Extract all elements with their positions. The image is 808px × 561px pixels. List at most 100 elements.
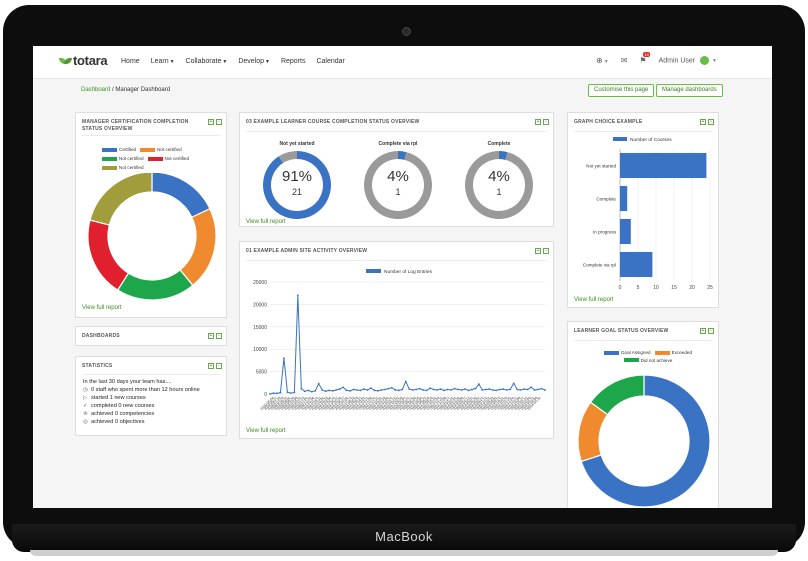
cert-legend: Certified Not certified Not certified Not c… — [102, 146, 212, 173]
completion-donut — [263, 151, 331, 219]
add-block-icon[interactable]: + — [208, 333, 214, 339]
bar — [620, 251, 653, 278]
donut-percent: 91% — [281, 168, 313, 185]
donut-count: 21 — [291, 187, 302, 197]
totara-logo[interactable]: totara — [59, 53, 108, 68]
data-point — [404, 380, 407, 383]
data-point — [366, 389, 369, 391]
legend-item: Certified — [102, 146, 136, 154]
legend-swatch — [654, 350, 670, 355]
y-tick-label: 20000 — [253, 302, 267, 308]
data-point — [453, 387, 456, 390]
collapse-block-icon[interactable]: - — [216, 333, 222, 339]
cert-status-block: Manager certification completion status … — [75, 112, 227, 318]
collapse-block-icon[interactable]: - — [708, 328, 714, 334]
data-point — [300, 387, 303, 390]
donut-count: 1 — [395, 187, 401, 197]
data-point — [425, 389, 428, 392]
legend-item: Goal Assigned — [603, 349, 651, 356]
data-point — [310, 390, 313, 393]
add-block-icon[interactable]: + — [700, 119, 706, 125]
legend-item: Not certified — [140, 146, 182, 154]
legend-item: Not certified — [102, 164, 144, 172]
nav-item-wrap[interactable]: Develop▼ — [238, 58, 270, 65]
nav-item[interactable]: Calendar — [316, 58, 345, 65]
completion-donut — [465, 151, 533, 219]
add-block-icon[interactable]: + — [700, 328, 706, 334]
play-icon: ▷ — [83, 395, 88, 401]
legend-label: Goal Assigned — [620, 350, 651, 355]
block-title: Learner goal status overview — [574, 328, 669, 334]
data-point — [429, 387, 432, 390]
collapse-block-icon[interactable]: - — [216, 363, 222, 369]
nav-item[interactable]: Collaborate — [185, 58, 222, 65]
bell-icon: ⚑ — [639, 56, 647, 65]
view-full-report-link[interactable]: View full report — [246, 219, 286, 225]
legend-swatch — [366, 269, 381, 273]
donut-slice — [87, 219, 130, 291]
data-point — [544, 389, 546, 391]
breadcrumb-dashboard[interactable]: Dashboard — [81, 87, 111, 93]
data-point — [317, 382, 320, 385]
add-block-icon[interactable]: + — [208, 363, 214, 369]
collapse-block-icon[interactable]: - — [543, 248, 549, 254]
manage-dashboards-button[interactable]: Manage dashboards — [656, 84, 723, 97]
nav-item[interactable]: Learn — [150, 58, 169, 65]
nav-item[interactable]: Home — [121, 58, 140, 65]
data-point — [537, 388, 539, 391]
check-circle-icon: ✓ — [83, 403, 88, 409]
divider — [246, 260, 547, 261]
data-point — [484, 388, 487, 391]
y-tick-label: 10000 — [253, 347, 267, 353]
nav-item[interactable]: Reports — [280, 58, 306, 65]
data-point — [505, 389, 508, 391]
view-full-report-link[interactable]: View full report — [246, 428, 286, 434]
nav-item-wrap[interactable]: Collaborate▼ — [186, 58, 228, 65]
user-menu[interactable]: Admin User ▼ — [659, 56, 717, 65]
collapse-block-icon[interactable]: - — [708, 119, 714, 125]
data-point — [491, 389, 494, 391]
breadcrumb: Dashboard / Manager Dashboard — [81, 87, 170, 93]
trophy-icon: ♔ — [83, 411, 89, 417]
leaf-icon — [59, 55, 71, 67]
stats-text: completed 0 new courses — [91, 403, 155, 409]
data-point — [289, 392, 292, 395]
add-block-icon[interactable]: + — [208, 119, 214, 125]
data-point — [397, 389, 400, 392]
view-full-report-link[interactable]: View full report — [82, 305, 122, 311]
customise-page-button[interactable]: Customise this page — [588, 84, 655, 97]
data-point — [446, 388, 449, 391]
collapse-block-icon[interactable]: - — [216, 119, 222, 125]
data-point — [342, 386, 345, 389]
activity-line-chart: Number of Log Entries 0 5000 10000 15000 2000… — [253, 269, 546, 411]
data-point — [533, 389, 536, 391]
data-point — [540, 387, 543, 390]
notifications-button[interactable]: ⚑ 10 — [639, 52, 650, 65]
add-block-icon[interactable]: + — [535, 119, 541, 125]
nav-item[interactable]: Develop — [238, 58, 264, 65]
add-block-icon[interactable]: + — [535, 248, 541, 254]
data-point — [286, 391, 289, 394]
divider — [574, 131, 712, 132]
collapse-block-icon[interactable]: - — [543, 119, 549, 125]
cert-donut-chart — [87, 173, 217, 301]
legend-label: Did not achieve — [640, 357, 673, 363]
data-point — [436, 389, 438, 391]
legend-label: Number of Courses — [630, 137, 672, 143]
messages-icon[interactable]: ✉ — [620, 56, 628, 65]
data-point — [356, 389, 358, 391]
data-point — [293, 391, 296, 394]
donut-slice — [398, 151, 407, 160]
data-point — [474, 387, 477, 390]
data-point — [519, 389, 522, 391]
goal-legend: Goal Assigned Exceeded Did not achieve — [590, 349, 710, 364]
nav-item-wrap[interactable]: Learn▼ — [151, 58, 175, 65]
data-point — [498, 388, 501, 391]
view-full-report-link[interactable]: View full report — [574, 297, 614, 303]
language-icon[interactable]: ⊕▼ — [596, 56, 609, 65]
breadcrumb-separator: / — [112, 87, 114, 93]
donut-slice — [499, 151, 508, 160]
graph-choice-block: Graph choice example + - Number of Cours… — [567, 112, 719, 308]
data-point — [328, 389, 331, 392]
data-point — [411, 389, 414, 391]
